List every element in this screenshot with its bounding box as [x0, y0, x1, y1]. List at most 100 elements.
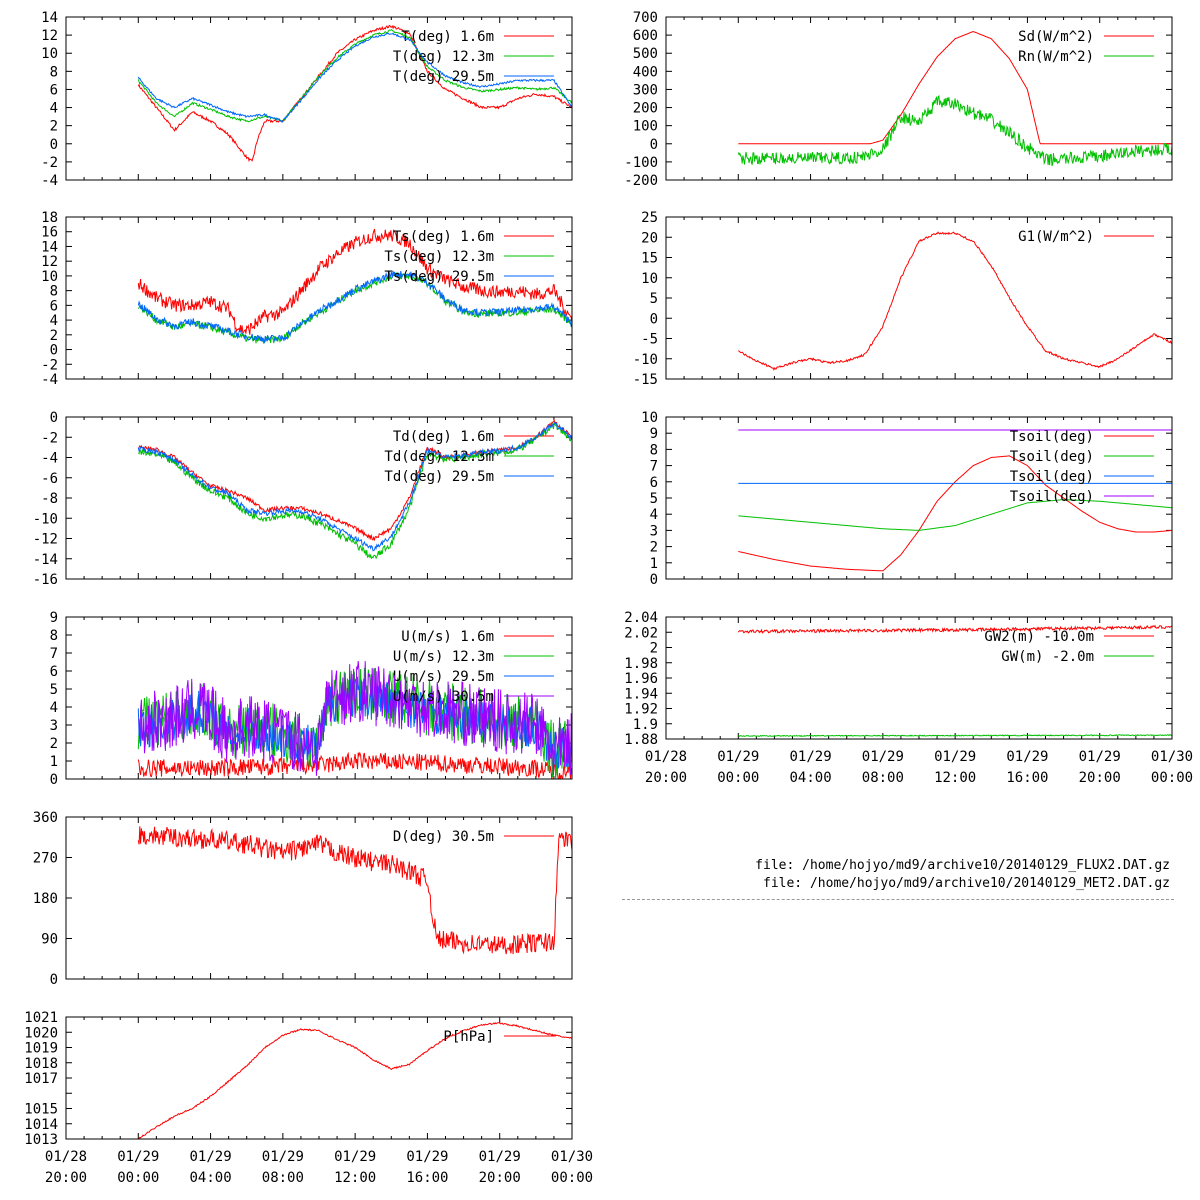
y-tick-label: 270: [33, 851, 58, 867]
legend-label: Ts(deg) 12.3m: [384, 249, 494, 265]
y-tick-label: 8: [650, 442, 658, 458]
dew-point-series-2: [137, 421, 572, 552]
y-tick-label: 100: [633, 119, 658, 135]
soil-temperature-frame: [665, 416, 1173, 580]
y-tick-label: -2: [41, 155, 58, 171]
y-tick-label: 360: [33, 810, 58, 826]
y-tick-label: 9: [650, 426, 658, 442]
legend-label: Ts(deg) 29.5m: [384, 269, 494, 285]
y-tick-label: 4: [650, 507, 658, 523]
y-tick-label: 5: [650, 491, 658, 507]
y-tick-label: 1017: [24, 1071, 58, 1087]
y-tick-label: 5: [50, 682, 58, 698]
x-tick-label-time: 00:00: [1151, 770, 1193, 786]
y-tick-label: 0: [50, 137, 58, 153]
y-tick-label: 8: [50, 284, 58, 300]
legend-label: GW2(m) -10.0m: [984, 629, 1094, 645]
x-tick-label-time: 04:00: [189, 1170, 231, 1186]
legend-label: U(m/s) 1.6m: [401, 629, 494, 645]
x-tick-label-date: 01/29: [789, 749, 831, 765]
air-temperature-series-2: [137, 32, 572, 123]
x-tick-label-time: 00:00: [717, 770, 759, 786]
legend-label: U(m/s) 12.3m: [393, 649, 494, 665]
y-tick-label: 6: [50, 664, 58, 680]
x-tick-label-time: 20:00: [479, 1170, 521, 1186]
legend-label: Tsoil(deg): [1010, 469, 1094, 485]
y-tick-label: -100: [624, 155, 658, 171]
legend-label: Ts(deg) 1.6m: [393, 229, 494, 245]
y-tick-label: 1: [650, 556, 658, 572]
groundwater-level-frame: [665, 616, 1173, 740]
legend-label: U(m/s) 30.5m: [393, 689, 494, 705]
y-tick-label: 9: [50, 610, 58, 626]
x-tick-label-date: 01/30: [551, 1149, 593, 1165]
y-tick-label: -4: [41, 173, 58, 189]
x-tick-label-date: 01/29: [1006, 749, 1048, 765]
legend-label: Td(deg) 12.3m: [384, 449, 494, 465]
y-tick-label: -15: [633, 372, 658, 388]
air-temperature-chart: -4 -2 0 2 4 6 8 10 12 14 T(deg) 1.6m T(deg) 12.3m T(…: [41, 10, 573, 189]
x-tick-label-time: 12:00: [934, 770, 976, 786]
legend-label: T(deg) 29.5m: [393, 69, 494, 85]
radiation-series-0: [738, 31, 1172, 145]
radiation-chart: -200 -100 0 100 200 300 400 500 600 700 Sd(W/m^2) R…: [624, 10, 1173, 189]
y-tick-label: -4: [41, 372, 58, 388]
y-tick-label: 0: [50, 972, 58, 988]
legend-label: T(deg) 12.3m: [393, 49, 494, 65]
y-tick-label: 0: [650, 311, 658, 327]
y-tick-label: -16: [33, 572, 58, 588]
x-tick-label-date: 01/28: [45, 1149, 87, 1165]
y-tick-label: 1.9: [633, 717, 658, 733]
y-tick-label: 1018: [24, 1056, 58, 1072]
soil-temperature-series-1: [738, 499, 1172, 531]
y-tick-label: 5: [650, 291, 658, 307]
x-tick-label-date: 01/30: [1151, 749, 1193, 765]
soil-temperature-series-0: [738, 455, 1172, 572]
y-tick-label: 1015: [24, 1102, 58, 1118]
y-tick-label: 12: [41, 28, 58, 44]
y-tick-label: 300: [633, 82, 658, 98]
y-tick-label: 12: [41, 254, 58, 270]
y-tick-label: -200: [624, 173, 658, 189]
y-tick-label: 0: [50, 343, 58, 359]
y-tick-label: 1: [50, 754, 58, 770]
y-tick-label: 1.94: [624, 686, 658, 702]
legend-label: Rn(W/m^2): [1018, 49, 1094, 65]
x-tick-label-date: 01/28: [645, 749, 687, 765]
pressure-frame: [65, 1016, 573, 1140]
x-tick-label-time: 00:00: [551, 1170, 593, 1186]
legend-label: Tsoil(deg): [1010, 449, 1094, 465]
y-tick-label: 18: [41, 210, 58, 226]
x-tick-label-time: 20:00: [1079, 770, 1121, 786]
x-tick-label-time: 04:00: [789, 770, 831, 786]
y-tick-label: -2: [41, 357, 58, 373]
y-tick-label: 10: [641, 410, 658, 426]
y-tick-label: 4: [50, 101, 58, 117]
y-tick-label: 1021: [24, 1010, 58, 1026]
file-path-flux: file: /home/hojyo/md9/archive10/20140129…: [755, 858, 1170, 873]
y-tick-label: 200: [633, 101, 658, 117]
legend-label: G1(W/m^2): [1018, 229, 1094, 245]
y-tick-label: -5: [641, 332, 658, 348]
x-tick-label-date: 01/29: [862, 749, 904, 765]
y-tick-label: 90: [41, 932, 58, 948]
y-tick-label: 7: [50, 646, 58, 662]
y-tick-label: 1013: [24, 1132, 58, 1148]
file-separator: [622, 899, 1174, 900]
y-tick-label: 25: [641, 210, 658, 226]
y-tick-label: 2.04: [624, 610, 658, 626]
y-tick-label: 3: [50, 718, 58, 734]
x-tick-label-time: 12:00: [334, 1170, 376, 1186]
legend-label: Tsoil(deg): [1010, 489, 1094, 505]
x-tick-label-date: 01/29: [189, 1149, 231, 1165]
legend-label: U(m/s) 29.5m: [393, 669, 494, 685]
y-tick-label: 2: [50, 119, 58, 135]
y-tick-label: 0: [650, 137, 658, 153]
wind-speed-series-0: [137, 751, 572, 779]
sonic-temperature-series-2: [137, 270, 572, 344]
wind-direction-series-0: [137, 826, 572, 955]
x-tick-label-date: 01/29: [717, 749, 759, 765]
wind-speed-frame: [65, 616, 573, 780]
legend-label: Td(deg) 29.5m: [384, 469, 494, 485]
